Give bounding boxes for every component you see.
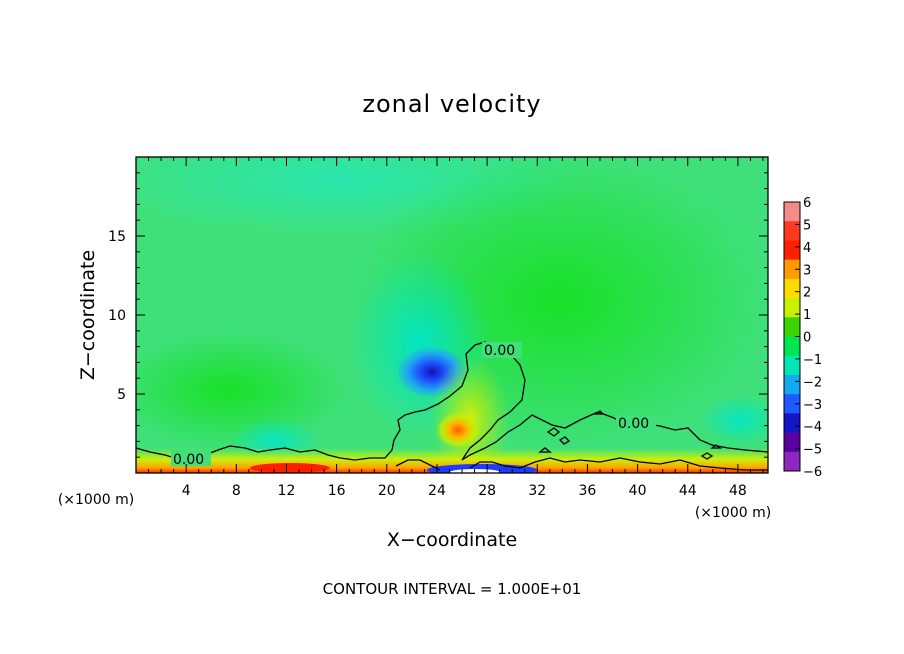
contour-islands xyxy=(538,410,722,460)
y-tick-label: 10 xyxy=(108,308,126,324)
x-tick-label: 40 xyxy=(629,483,647,499)
colorbar-swatch xyxy=(784,413,800,433)
colorbar-label: −6 xyxy=(803,465,822,480)
colorbar-swatch xyxy=(784,394,800,414)
colorbar-swatch xyxy=(784,278,800,299)
x-tick-label: 20 xyxy=(378,483,396,499)
x-tick-label: 4 xyxy=(182,483,191,499)
colorbar-swatch xyxy=(784,221,800,241)
colorbar: 6 5 4 3 2 1 0 −1 −2 −3 −4 −5 −6 xyxy=(783,196,822,480)
colorbar-swatch xyxy=(784,259,800,280)
colorbar-swatch xyxy=(784,374,800,395)
colorbar-swatch xyxy=(784,355,800,376)
contour-labels: 0.00 0.00 0.00 xyxy=(171,342,656,468)
colorbar-swatch xyxy=(784,240,800,260)
contour-label-mask-1 xyxy=(482,342,522,358)
colorbar-swatch xyxy=(784,451,800,472)
x-tick-label: 8 xyxy=(232,483,241,499)
colorbar-swatch xyxy=(784,336,800,357)
field-positive-core xyxy=(436,412,480,448)
x-tick-label: 12 xyxy=(278,483,296,499)
colorbar-swatch xyxy=(784,298,800,318)
colorbar-label: −5 xyxy=(803,443,822,458)
x-tick-label: 16 xyxy=(328,483,346,499)
colorbar-swatch xyxy=(784,202,800,222)
colorbar-label: 4 xyxy=(803,241,811,256)
field-green-region-left xyxy=(136,330,350,450)
x-tick-label: 24 xyxy=(428,483,446,499)
colorbar-label: 0 xyxy=(803,331,811,346)
y-axis-title: Z−coordinate xyxy=(77,250,99,380)
field-cyan-patch-right xyxy=(700,395,768,445)
contour-label-1: 0.00 xyxy=(484,343,515,359)
colorbar-label: −3 xyxy=(803,398,822,413)
contour-label-2: 0.00 xyxy=(618,416,649,432)
chart-title: zonal velocity xyxy=(362,90,541,118)
heatmap-field xyxy=(136,157,768,473)
x-unit-left: (×1000 m) xyxy=(58,492,134,508)
colorbar-label: −2 xyxy=(803,375,822,390)
x-axis-title: X−coordinate xyxy=(387,529,517,551)
x-tick-label: 32 xyxy=(528,483,546,499)
contour-label-mask-2 xyxy=(616,415,656,431)
colorbar-label: 2 xyxy=(803,286,811,301)
colorbar-label: −4 xyxy=(803,420,822,435)
x-tick-label: 36 xyxy=(579,483,597,499)
contour-label-3: 0.00 xyxy=(173,452,204,468)
colorbar-label: 3 xyxy=(803,263,811,278)
colorbar-label: 6 xyxy=(803,196,811,211)
x-tick-label: 48 xyxy=(729,483,747,499)
colorbar-swatch xyxy=(784,432,800,453)
y-tick-label: 5 xyxy=(117,387,126,403)
y-tick-label: 15 xyxy=(108,229,126,245)
x-tick-label: 28 xyxy=(478,483,496,499)
colorbar-label: 1 xyxy=(803,308,811,323)
contour-interval-note: CONTOUR INTERVAL = 1.000E+01 xyxy=(323,580,582,598)
colorbar-label: 5 xyxy=(803,218,811,233)
field-surface-positive xyxy=(250,463,330,473)
colorbar-label: −1 xyxy=(803,353,822,368)
x-tick-label: 44 xyxy=(679,483,697,499)
contour-label-mask-3 xyxy=(171,450,211,466)
colorbar-swatch xyxy=(784,317,800,337)
contour-line-lower xyxy=(395,457,768,471)
x-unit-right: (×1000 m) xyxy=(695,505,771,521)
